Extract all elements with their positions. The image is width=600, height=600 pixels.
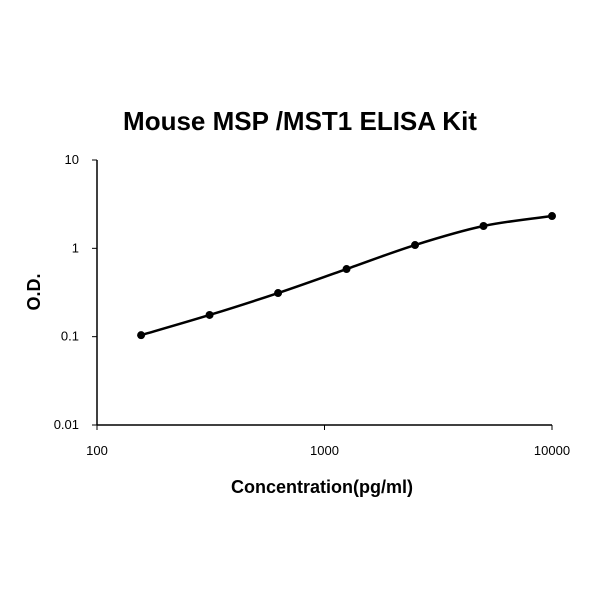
y-tick-label: 0.01 [54,417,79,432]
data-point [342,265,351,274]
data-point [137,331,146,340]
y-tick-label: 10 [65,152,79,167]
y-tick-label: 1 [72,240,79,255]
x-axis-label: Concentration(pg/ml) [231,477,413,497]
data-point [274,289,283,298]
data-point [479,221,488,230]
y-axis-label: O.D. [24,273,44,310]
data-point [411,241,420,250]
y-tick-label: 0.1 [61,329,79,344]
data-point [205,310,214,319]
data-point [548,212,556,221]
line [140,214,553,337]
x-tick-label: 10000 [534,443,570,458]
chart-title: Mouse MSP /MST1 ELISA Kit [123,106,477,136]
x-tick-label: 100 [86,443,108,458]
x-tick-label: 1000 [310,443,339,458]
